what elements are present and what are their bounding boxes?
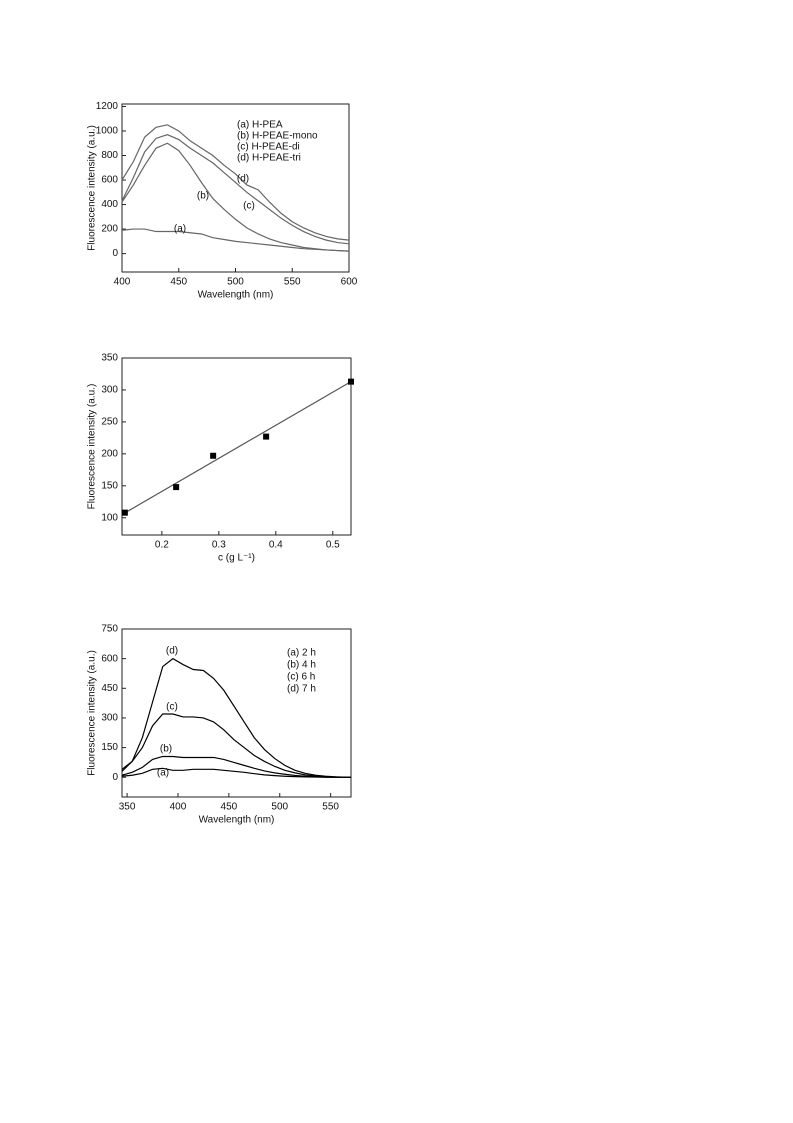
scatter-point	[173, 484, 180, 491]
y-tick-label: 600	[101, 175, 118, 186]
legend-entry: (b) 4 h	[287, 660, 316, 671]
x-tick-label: 500	[271, 802, 288, 813]
x-axis-label: c (g L⁻¹)	[218, 553, 255, 564]
series-line	[121, 142, 350, 252]
scatter-point	[210, 452, 217, 459]
curve-annotation: (b)	[197, 191, 209, 202]
y-tick-label: 350	[101, 353, 118, 364]
curve-annotation: (d)	[166, 646, 178, 657]
series-line	[121, 713, 351, 778]
series-line	[121, 657, 351, 778]
y-axis-label: Fluorescence intensity (a.u.)	[87, 125, 98, 251]
curve-annotation: (a)	[157, 768, 169, 779]
scatter-point	[263, 433, 270, 440]
y-tick-label: 300	[101, 713, 118, 724]
plot-frame	[121, 357, 352, 536]
y-tick-label: 750	[101, 624, 118, 635]
curve-annotation: (c)	[166, 702, 178, 713]
x-tick-label: 0.3	[212, 540, 226, 551]
x-tick-label: 0.2	[155, 540, 169, 551]
curve-annotation: (c)	[243, 201, 255, 212]
curve-annotation: (d)	[237, 174, 249, 185]
scatter-point	[348, 378, 354, 385]
x-tick-label: 450	[221, 802, 238, 813]
x-tick-label: 400	[170, 802, 187, 813]
x-tick-label: 550	[284, 277, 301, 288]
y-tick-label: 0	[112, 248, 118, 259]
legend-entry: (d) H-PEAE-tri	[237, 153, 301, 164]
y-axis-label: Fluorescence intensity (a.u.)	[87, 650, 98, 776]
x-tick-label: 400	[114, 277, 131, 288]
legend-entry: (c) H-PEAE-di	[237, 142, 300, 153]
y-tick-label: 400	[101, 199, 118, 210]
x-axis-label: Wavelength (nm)	[199, 815, 275, 826]
plot-frame	[121, 628, 352, 798]
curve-annotation: (a)	[174, 224, 186, 235]
y-tick-label: 300	[101, 385, 118, 396]
y-tick-label: 250	[101, 417, 118, 428]
x-tick-label: 0.4	[269, 540, 283, 551]
x-tick-label: 350	[119, 802, 136, 813]
y-tick-label: 800	[101, 150, 118, 161]
y-tick-label: 200	[101, 448, 118, 459]
y-tick-label: 450	[101, 683, 118, 694]
fit-line	[121, 381, 352, 516]
plot-frame	[121, 103, 350, 273]
x-tick-label: 450	[170, 277, 187, 288]
x-tick-label: 0.5	[326, 540, 340, 551]
series-line	[121, 124, 350, 241]
scatter-point	[121, 509, 128, 516]
legend-entry: (d) 7 h	[287, 684, 316, 695]
y-tick-label: 150	[101, 742, 118, 753]
legend-entry: (a) 2 h	[287, 648, 316, 659]
legend-entry: (a) H-PEA	[237, 120, 283, 131]
y-axis-label: Fluorescence intensity (a.u.)	[87, 384, 98, 510]
legend-entry: (b) H-PEAE-mono	[237, 131, 318, 142]
y-tick-label: 1000	[96, 126, 119, 137]
x-tick-label: 500	[227, 277, 244, 288]
x-axis-label: Wavelength (nm)	[198, 290, 274, 301]
y-tick-label: 200	[101, 224, 118, 235]
y-tick-label: 600	[101, 653, 118, 664]
series-line	[121, 228, 350, 252]
x-tick-label: 600	[341, 277, 358, 288]
legend-entry: (c) 6 h	[287, 672, 315, 683]
series-line	[121, 134, 350, 245]
curve-annotation: (b)	[160, 744, 172, 755]
y-tick-label: 100	[101, 512, 118, 523]
x-tick-label: 550	[322, 802, 339, 813]
y-tick-label: 0	[112, 772, 118, 783]
y-tick-label: 150	[101, 480, 118, 491]
y-tick-label: 1200	[96, 101, 119, 112]
